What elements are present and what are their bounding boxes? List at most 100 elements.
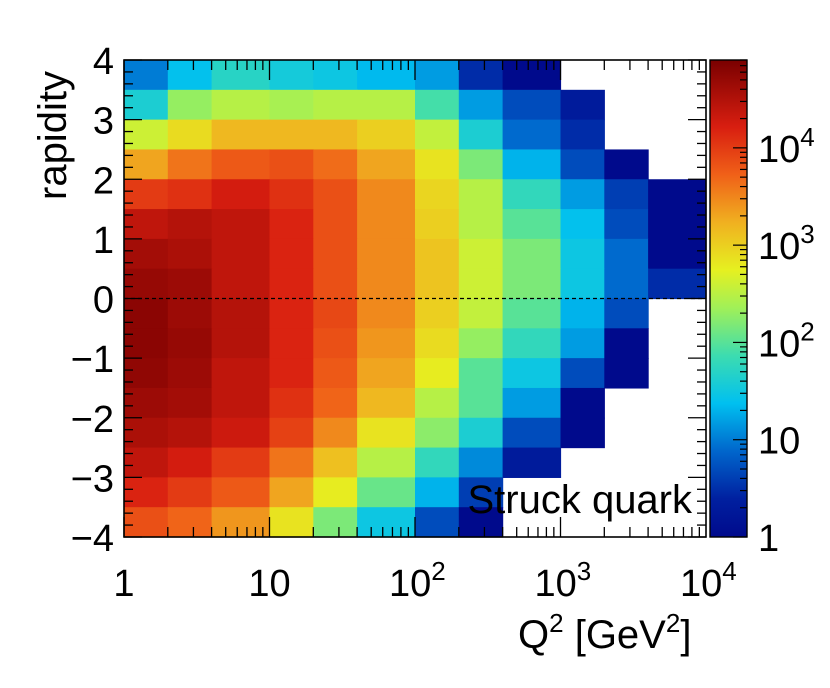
heatmap-cell	[502, 447, 562, 478]
y-axis-title: rapidity	[31, 71, 75, 200]
heatmap-cell	[502, 89, 562, 121]
heatmap-cell	[211, 477, 271, 508]
heatmap-cell	[211, 507, 271, 538]
heatmap-cell	[211, 328, 271, 359]
x-tick-label: 102	[389, 556, 446, 605]
heatmap-cell	[124, 328, 169, 359]
heatmap-cell	[560, 209, 605, 240]
heatmap-cell	[269, 447, 314, 478]
heatmap-cell	[167, 119, 213, 151]
heatmap-cell	[167, 387, 213, 419]
heatmap-cell	[357, 298, 416, 329]
y-tick-label: 0	[93, 280, 114, 322]
heatmap-cell	[648, 238, 707, 270]
heatmap-cell	[313, 149, 358, 180]
heatmap-cell	[415, 89, 460, 121]
heatmap-cell	[167, 298, 213, 329]
x-tick-label: 104	[680, 556, 737, 605]
heatmap-cell	[313, 358, 358, 389]
heatmap-cell	[458, 417, 504, 449]
x-title-sup1: 2	[549, 608, 563, 638]
heatmap-cell	[560, 298, 605, 329]
heatmap-cell	[357, 149, 416, 180]
heatmap-cell	[560, 387, 605, 419]
heatmap-cell	[124, 417, 169, 449]
heatmap-cell	[269, 298, 314, 329]
heatmap-cell	[269, 387, 314, 419]
heatmap-cell	[415, 417, 460, 449]
heatmap-cell	[124, 387, 169, 419]
heatmap-cell	[269, 89, 314, 121]
heatmap-cell	[124, 268, 169, 300]
heatmap-cell	[502, 358, 562, 389]
heatmap-cell	[458, 60, 504, 91]
heatmap-cells	[124, 60, 707, 538]
heatmap-cell	[502, 387, 562, 419]
heatmap-cell	[313, 268, 358, 300]
heatmap-cell	[211, 119, 271, 151]
heatmap-cell	[269, 238, 314, 270]
heatmap-cell	[124, 89, 169, 121]
heatmap-cell	[415, 358, 460, 389]
color-scale-bar	[710, 60, 747, 537]
x-title-sup2: 2	[666, 608, 680, 638]
heatmap-cell	[415, 238, 460, 270]
heatmap-cell	[167, 149, 213, 180]
heatmap-cell	[211, 358, 271, 389]
heatmap-cell	[313, 507, 358, 538]
heatmap-cell	[167, 209, 213, 240]
heatmap-cell	[167, 179, 213, 210]
y-tick-label: −1	[71, 339, 114, 381]
heatmap-cell	[502, 328, 562, 359]
heatmap-cell	[604, 179, 649, 210]
heatmap-cell	[269, 119, 314, 151]
heatmap-cell	[167, 447, 213, 478]
heatmap-cell	[458, 447, 504, 478]
heatmap-cell	[357, 179, 416, 210]
heatmap-cell	[357, 209, 416, 240]
color-scale-label: 103	[758, 219, 815, 268]
heatmap-cell	[415, 447, 460, 478]
color-scale-label: 102	[758, 316, 815, 365]
x-title-end: ]	[680, 613, 691, 657]
heatmap-cell	[502, 119, 562, 151]
heatmap-cell	[357, 328, 416, 359]
heatmap-cell	[604, 328, 649, 359]
y-axis-tick-labels: 4 3 2 1 0 −1 −2 −3 −4	[71, 41, 114, 560]
heatmap-cell	[560, 179, 605, 210]
heatmap-cell	[604, 268, 649, 300]
heatmap-cell	[124, 238, 169, 270]
color-scale-label: 10	[758, 421, 800, 463]
heatmap-cell	[560, 119, 605, 151]
heatmap-cell	[269, 179, 314, 210]
heatmap-cell	[313, 387, 358, 419]
x-tick-label: 10	[248, 563, 290, 605]
heatmap-cell	[313, 477, 358, 508]
heatmap-cell	[167, 358, 213, 389]
heatmap-cell	[357, 507, 416, 538]
heatmap-cell	[269, 149, 314, 180]
heatmap-cell	[167, 60, 213, 91]
heatmap-cell	[211, 60, 271, 91]
heatmap-cell	[357, 238, 416, 270]
heatmap-cell	[269, 60, 314, 91]
heatmap-cell	[211, 298, 271, 329]
heatmap-cell	[269, 209, 314, 240]
heatmap-cell	[211, 149, 271, 180]
heatmap-cell	[269, 507, 314, 538]
heatmap-cell	[458, 298, 504, 329]
heatmap-cell	[211, 447, 271, 478]
heatmap-cell	[458, 179, 504, 210]
heatmap-cell	[124, 507, 169, 538]
color-scale-label: 1	[758, 518, 779, 560]
heatmap-cell	[269, 417, 314, 449]
heatmap-cell	[269, 268, 314, 300]
heatmap-cell	[458, 209, 504, 240]
heatmap-cell	[415, 119, 460, 151]
heatmap-cell	[604, 358, 649, 389]
heatmap-cell	[458, 89, 504, 121]
color-scale-frame	[709, 59, 748, 538]
heatmap-cell	[167, 89, 213, 121]
x-axis-ticks	[123, 60, 700, 537]
